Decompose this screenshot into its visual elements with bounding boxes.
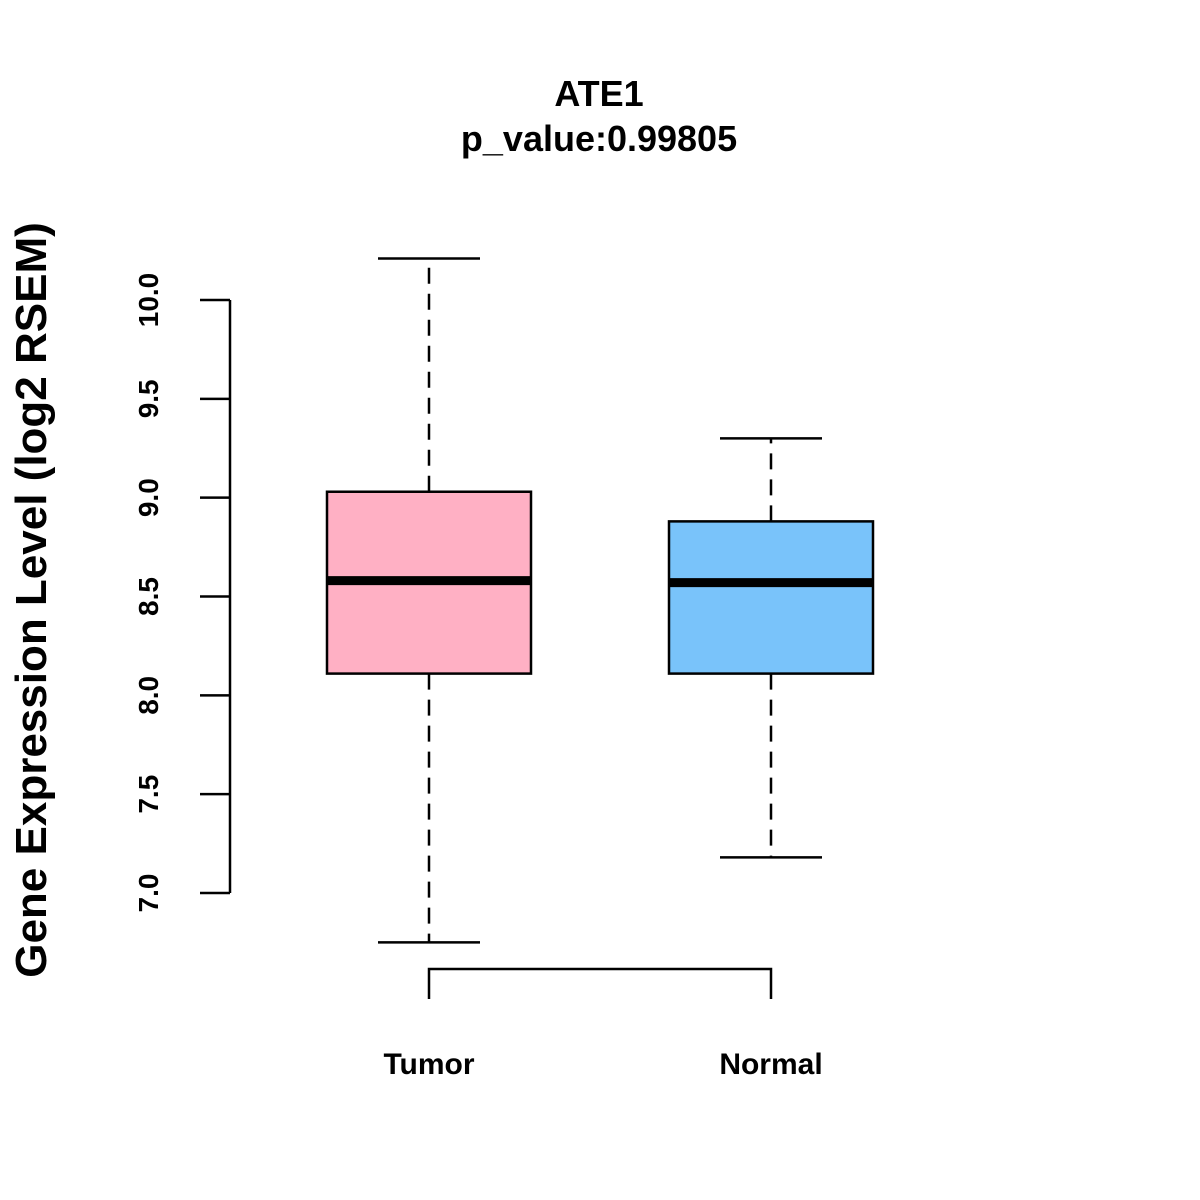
bracket-line: [427, 967, 773, 999]
chart-title: ATE1: [554, 73, 643, 114]
y-tick-label: 7.0: [133, 874, 164, 913]
y-axis: 7.0 7.5 8.0 8.5 9.0 9.5 10.0: [133, 273, 232, 913]
y-axis-label: Gene Expression Level (log2 RSEM): [7, 222, 56, 978]
y-tick-label: 7.5: [133, 775, 164, 814]
y-tick-label: 10.0: [133, 273, 164, 328]
box-series: [325, 257, 875, 944]
y-tick-label: 9.0: [133, 478, 164, 517]
category-label-tumor: Tumor: [383, 1048, 474, 1081]
category-label-normal: Normal: [719, 1048, 822, 1081]
iqr-box: [667, 520, 875, 675]
y-tick-label: 8.5: [133, 577, 164, 616]
y-tick-label: 8.0: [133, 676, 164, 715]
comparison-bracket: [427, 967, 773, 999]
category-labels: Tumor Normal: [383, 1048, 822, 1081]
box-tumor: [325, 257, 533, 944]
y-tick-label: 9.5: [133, 379, 164, 418]
chart-subtitle: p_value:0.99805: [461, 118, 737, 159]
box-normal: [667, 437, 875, 859]
